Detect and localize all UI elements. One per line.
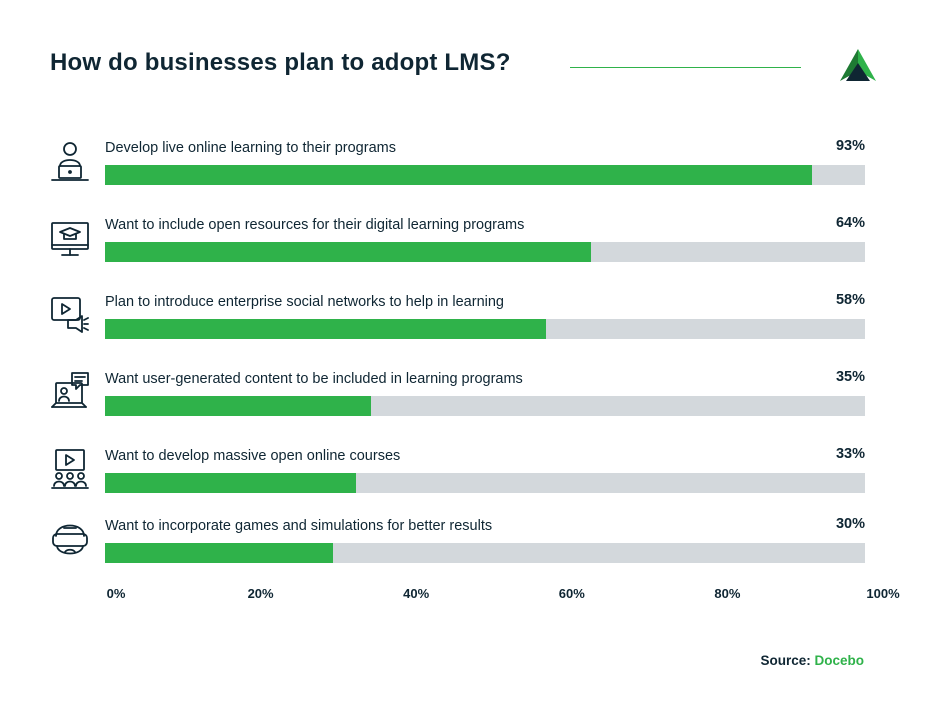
bar-label: Want to include open resources for their…	[105, 217, 525, 233]
bar-row: Want to develop massive open online cour…	[0, 446, 925, 508]
bar-track	[105, 543, 865, 563]
person-laptop-icon	[51, 142, 89, 181]
bar-label: Develop live online learning to their pr…	[105, 140, 396, 156]
bar-value-label: 64%	[835, 215, 865, 231]
x-tick-label: 0%	[106, 586, 126, 601]
vr-headset-icon	[52, 524, 88, 555]
page-title: How do businesses plan to adopt LMS?	[50, 49, 511, 76]
source-name: Docebo	[814, 653, 864, 668]
bar-value-label: 30%	[835, 516, 865, 532]
x-tick-label: 40%	[403, 586, 430, 601]
bar-row: Develop live online learning to their pr…	[0, 138, 925, 200]
source-note: Source: Docebo	[760, 653, 864, 668]
bar-track	[105, 165, 865, 185]
bar-track	[105, 319, 865, 339]
bar-track	[105, 242, 865, 262]
bar-value-label: 93%	[835, 138, 865, 154]
bar	[105, 242, 592, 262]
laptop-chat-user-icon	[51, 372, 89, 408]
bar-row: Want user-generated content to be includ…	[0, 369, 925, 431]
x-axis: 0% 20% 40% 60% 80% 100%	[0, 586, 925, 606]
video-audience-icon	[51, 449, 89, 489]
bar	[105, 543, 333, 563]
bar	[105, 165, 812, 185]
video-megaphone-icon	[51, 297, 89, 333]
bar-track	[105, 473, 865, 493]
bar-value-label: 35%	[835, 369, 865, 385]
bar	[105, 319, 546, 339]
bar-row: Want to include open resources for their…	[0, 215, 925, 277]
bar-track	[105, 396, 865, 416]
bar-value-label: 33%	[835, 446, 865, 462]
bar-label: Plan to introduce enterprise social netw…	[105, 294, 504, 310]
title-divider	[570, 67, 801, 68]
monitor-graduation-cap-icon	[51, 222, 89, 256]
bar-value-label: 58%	[835, 292, 865, 308]
x-tick-label: 60%	[558, 586, 585, 601]
bar-label: Want to develop massive open online cour…	[105, 448, 401, 464]
source-label: Source:	[760, 653, 811, 668]
bar-row: Want to incorporate games and simulation…	[0, 516, 925, 578]
bar-label: Want to incorporate games and simulation…	[105, 518, 493, 534]
bar	[105, 473, 356, 493]
bar-row: Plan to introduce enterprise social netw…	[0, 292, 925, 354]
bar	[105, 396, 371, 416]
x-tick-label: 20%	[247, 586, 274, 601]
x-tick-label: 100%	[866, 586, 900, 601]
bar-label: Want user-generated content to be includ…	[105, 371, 523, 387]
x-tick-label: 80%	[714, 586, 741, 601]
brand-logo-icon	[840, 49, 876, 81]
